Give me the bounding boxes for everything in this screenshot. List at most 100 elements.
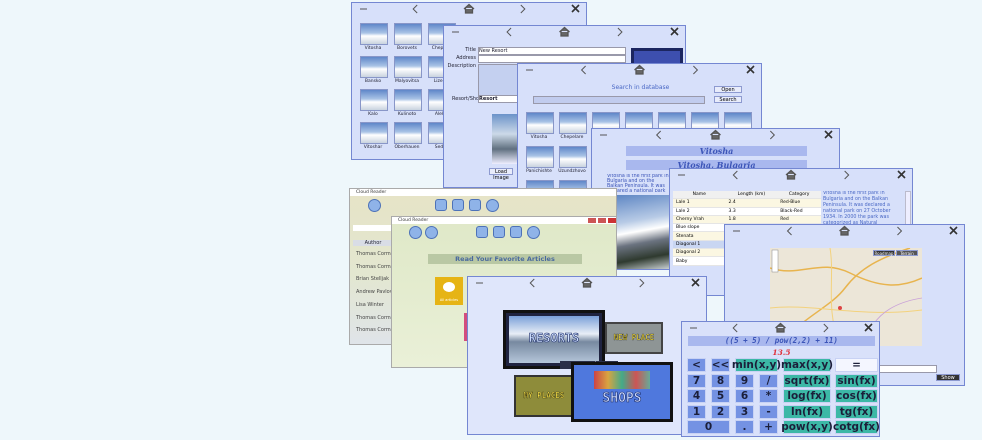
- calculator-button[interactable]: .: [735, 420, 754, 434]
- calculator-button[interactable]: 6: [735, 389, 754, 403]
- forward-button[interactable]: [844, 170, 850, 180]
- forward-button[interactable]: [617, 27, 623, 37]
- home-button[interactable]: [463, 3, 475, 14]
- calculator-button[interactable]: 3: [735, 404, 754, 419]
- calculator-button[interactable]: tg(fx): [835, 404, 878, 419]
- back-button[interactable]: [580, 65, 586, 75]
- info-button[interactable]: [486, 199, 499, 212]
- author-name[interactable]: Thomas Cormen: [356, 314, 398, 321]
- calculator-button[interactable]: max(x,y): [781, 358, 834, 372]
- forward-button[interactable]: [823, 323, 829, 333]
- calculator-button[interactable]: *: [759, 389, 778, 403]
- calculator-button[interactable]: 1: [687, 404, 706, 419]
- search-button[interactable]: Search: [714, 96, 742, 103]
- calculator-button[interactable]: sqrt(fx): [783, 373, 831, 388]
- calculator-button[interactable]: pow(x,y): [781, 420, 833, 434]
- home-button[interactable]: [839, 225, 850, 236]
- close-button[interactable]: [571, 4, 580, 13]
- my-places-tile[interactable]: MY PLACES: [514, 375, 574, 417]
- calculator-button[interactable]: ln(fx): [783, 404, 831, 419]
- thumbnail[interactable]: [360, 56, 388, 78]
- calculator-button[interactable]: =: [835, 358, 878, 372]
- calculator-button[interactable]: 0: [687, 420, 730, 434]
- thumbnail[interactable]: [360, 23, 388, 45]
- thumbnail[interactable]: [559, 112, 587, 134]
- forward-button[interactable]: [897, 226, 903, 236]
- back-button[interactable]: [506, 27, 512, 37]
- close-button[interactable]: [897, 170, 906, 179]
- back-button[interactable]: [412, 4, 418, 14]
- window-button[interactable]: [598, 218, 606, 223]
- toolbar-button[interactable]: [452, 199, 464, 211]
- calculator-button[interactable]: cos(fx): [835, 389, 878, 403]
- toolbar-button[interactable]: [476, 226, 488, 238]
- back-button[interactable]: [368, 199, 381, 212]
- forward-button[interactable]: [425, 226, 438, 239]
- author-name[interactable]: Thomas Cormen: [356, 251, 398, 257]
- table-row[interactable]: Lale 1 2.4 Red-Blue: [673, 198, 821, 208]
- back-button[interactable]: [732, 323, 738, 333]
- back-button[interactable]: [732, 170, 738, 180]
- show-button[interactable]: Show: [936, 374, 960, 381]
- thumbnail[interactable]: [394, 122, 422, 144]
- author-name[interactable]: Thomas Cormen: [356, 327, 398, 334]
- terrain-button[interactable]: Terrain: [896, 250, 918, 256]
- home-button[interactable]: [581, 277, 593, 288]
- home-button[interactable]: [559, 26, 570, 37]
- new-place-tile[interactable]: NEW PLACE: [605, 322, 663, 354]
- calculator-button[interactable]: 9: [735, 373, 754, 388]
- thumbnail[interactable]: [526, 112, 554, 134]
- close-button[interactable]: [824, 130, 833, 139]
- back-button[interactable]: [529, 278, 535, 288]
- close-button[interactable]: [608, 218, 616, 223]
- author-name[interactable]: Brian Stelljak: [356, 276, 390, 283]
- calculator-button[interactable]: +: [759, 420, 778, 434]
- calculator-button[interactable]: min(x,y): [731, 358, 782, 372]
- tile[interactable]: All articles: [435, 277, 463, 305]
- close-button[interactable]: [864, 323, 873, 332]
- back-button[interactable]: [786, 226, 792, 236]
- toolbar-button[interactable]: [469, 199, 481, 211]
- home-button[interactable]: [785, 169, 797, 180]
- author-name[interactable]: Thomas Cormen: [356, 263, 398, 270]
- thumbnail[interactable]: [394, 23, 422, 45]
- calculator-button[interactable]: <: [687, 358, 706, 372]
- forward-button[interactable]: [769, 130, 776, 140]
- table-row[interactable]: Cherny Vrah 1.8 Red: [673, 215, 821, 225]
- info-button[interactable]: [527, 226, 540, 239]
- forward-button[interactable]: [693, 65, 699, 75]
- toolbar-button[interactable]: [435, 199, 447, 211]
- calculator-button[interactable]: -: [759, 404, 778, 419]
- forward-button[interactable]: [520, 4, 526, 14]
- load-image-button[interactable]: Load Image: [489, 168, 513, 181]
- back-button[interactable]: [409, 226, 422, 239]
- thumbnail[interactable]: [394, 89, 422, 111]
- calculator-button[interactable]: cotg(fx): [833, 420, 880, 434]
- search-input[interactable]: [533, 96, 705, 104]
- toolbar-button[interactable]: [510, 226, 522, 238]
- table-row[interactable]: Lale 2 3.3 Black-Red: [673, 207, 821, 216]
- thumbnail[interactable]: [360, 122, 388, 144]
- calculator-button[interactable]: 4: [687, 389, 706, 403]
- filter-input[interactable]: [353, 225, 393, 231]
- close-button[interactable]: [949, 226, 958, 235]
- calculator-button[interactable]: log(fx): [783, 389, 831, 403]
- toolbar-button[interactable]: [493, 226, 505, 238]
- forward-button[interactable]: [639, 278, 645, 288]
- thumbnail[interactable]: [394, 56, 422, 78]
- calculator-button[interactable]: 7: [687, 373, 706, 388]
- type-select[interactable]: Resort: [478, 95, 518, 103]
- back-button[interactable]: [655, 130, 662, 140]
- author-name[interactable]: Lisa Winter: [356, 301, 384, 308]
- home-button[interactable]: [634, 64, 645, 75]
- thumbnail[interactable]: [526, 146, 554, 168]
- open-button[interactable]: Open: [714, 86, 742, 93]
- title-input[interactable]: New Resort: [478, 47, 626, 55]
- window-button[interactable]: [588, 218, 596, 223]
- calculator-button[interactable]: 8: [711, 373, 730, 388]
- calculator-button[interactable]: 5: [711, 389, 730, 403]
- resorts-tile[interactable]: RESORTS: [503, 310, 605, 369]
- calculator-button[interactable]: <<: [711, 358, 730, 372]
- thumbnail[interactable]: [559, 146, 587, 168]
- home-button[interactable]: [710, 129, 721, 140]
